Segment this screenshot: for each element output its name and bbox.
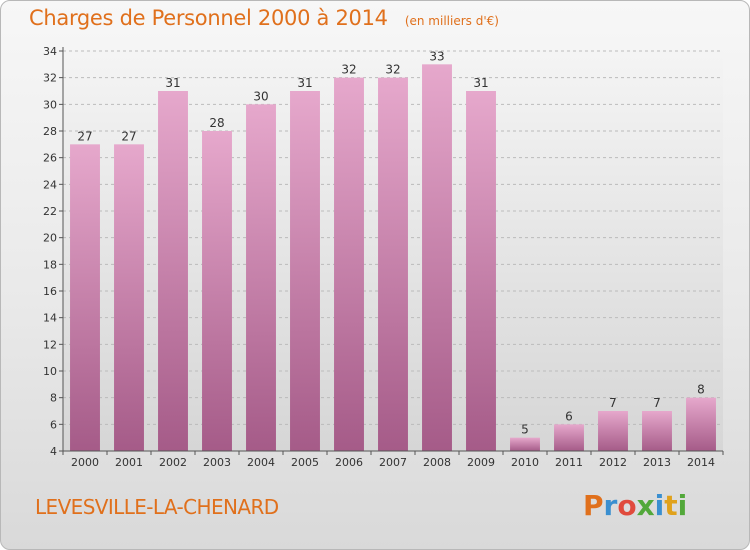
bar-value-label: 6 [565,409,573,423]
logo-letter: o [617,489,637,522]
x-tick-label: 2013 [643,456,671,469]
bar [642,411,672,451]
y-tick-label: 6 [50,418,57,431]
x-tick-label: 2011 [555,456,583,469]
y-tick-label: 28 [43,125,57,138]
y-tick-label: 8 [50,392,57,405]
bar [334,77,364,452]
y-tick-label: 20 [43,232,57,245]
y-tick-label: 32 [43,72,57,85]
y-tick-label: 10 [43,365,57,378]
x-tick-label: 2006 [335,456,363,469]
x-tick-label: 2014 [687,456,715,469]
bar [598,411,628,451]
bar [686,397,716,451]
bar [510,437,540,451]
y-tick-label: 24 [43,178,57,191]
x-tick-label: 2002 [159,456,187,469]
y-tick-label: 14 [43,312,57,325]
bar-value-label: 28 [209,116,224,130]
logo-letter: x [636,489,655,522]
y-tick-label: 4 [50,445,57,458]
logo-letter: i [654,489,665,522]
proxiti-logo[interactable]: Proxiti [583,489,687,522]
logo-letter: r [603,489,618,522]
chart-unit-label: (en milliers d'€) [404,14,499,28]
x-tick-label: 2012 [599,456,627,469]
x-tick-label: 2005 [291,456,319,469]
y-tick-label: 16 [43,285,57,298]
x-tick-label: 2008 [423,456,451,469]
bar-value-label: 27 [121,129,136,143]
bar-value-label: 32 [341,63,356,77]
bar [466,91,496,451]
x-tick-label: 2000 [71,456,99,469]
bar [70,144,100,452]
y-tick-label: 30 [43,98,57,111]
bar [378,77,408,452]
bar-value-label: 31 [473,76,488,90]
logo-letter: i [677,489,688,522]
chart-title: Charges de Personnel 2000 à 2014 [29,6,388,30]
x-tick-label: 2003 [203,456,231,469]
bar-value-label: 7 [653,396,661,410]
bar [290,91,320,451]
bar [422,64,452,452]
bar-value-label: 32 [385,63,400,77]
bar-value-label: 31 [165,76,180,90]
x-tick-label: 2009 [467,456,495,469]
x-tick-label: 2001 [115,456,143,469]
bar-value-label: 30 [253,89,268,103]
x-tick-label: 2004 [247,456,275,469]
y-tick-label: 12 [43,338,57,351]
bar-value-label: 5 [521,423,529,437]
bar [202,131,232,451]
x-tick-label: 2010 [511,456,539,469]
bar-value-label: 33 [429,49,444,63]
bar-value-label: 7 [609,396,617,410]
bar-layer: 27 27 31 28 30 31 32 32 33 31 5 6 7 7 8 [70,49,716,452]
y-tick-label: 22 [43,205,57,218]
bar-value-label: 27 [77,129,92,143]
commune-name: LEVESVILLE-LA-CHENARD [35,495,279,519]
bar-value-label: 8 [697,383,705,397]
y-tick-label: 34 [43,45,57,58]
y-tick-label: 18 [43,258,57,271]
bar [246,104,276,451]
y-tick-label: 26 [43,152,57,165]
bar [158,91,188,451]
x-tick-label: 2007 [379,456,407,469]
bar [554,424,584,451]
logo-letter: t [664,489,678,522]
bar-value-label: 31 [297,76,312,90]
logo-letter: P [583,489,604,522]
bar [114,144,144,452]
axis-layer: 4 6 8 10 12 14 16 18 20 22 24 26 28 30 32 34 2000 2001 200… [43,45,724,469]
title-row: Charges de Personnel 2000 à 2014 (en mil… [29,6,499,30]
